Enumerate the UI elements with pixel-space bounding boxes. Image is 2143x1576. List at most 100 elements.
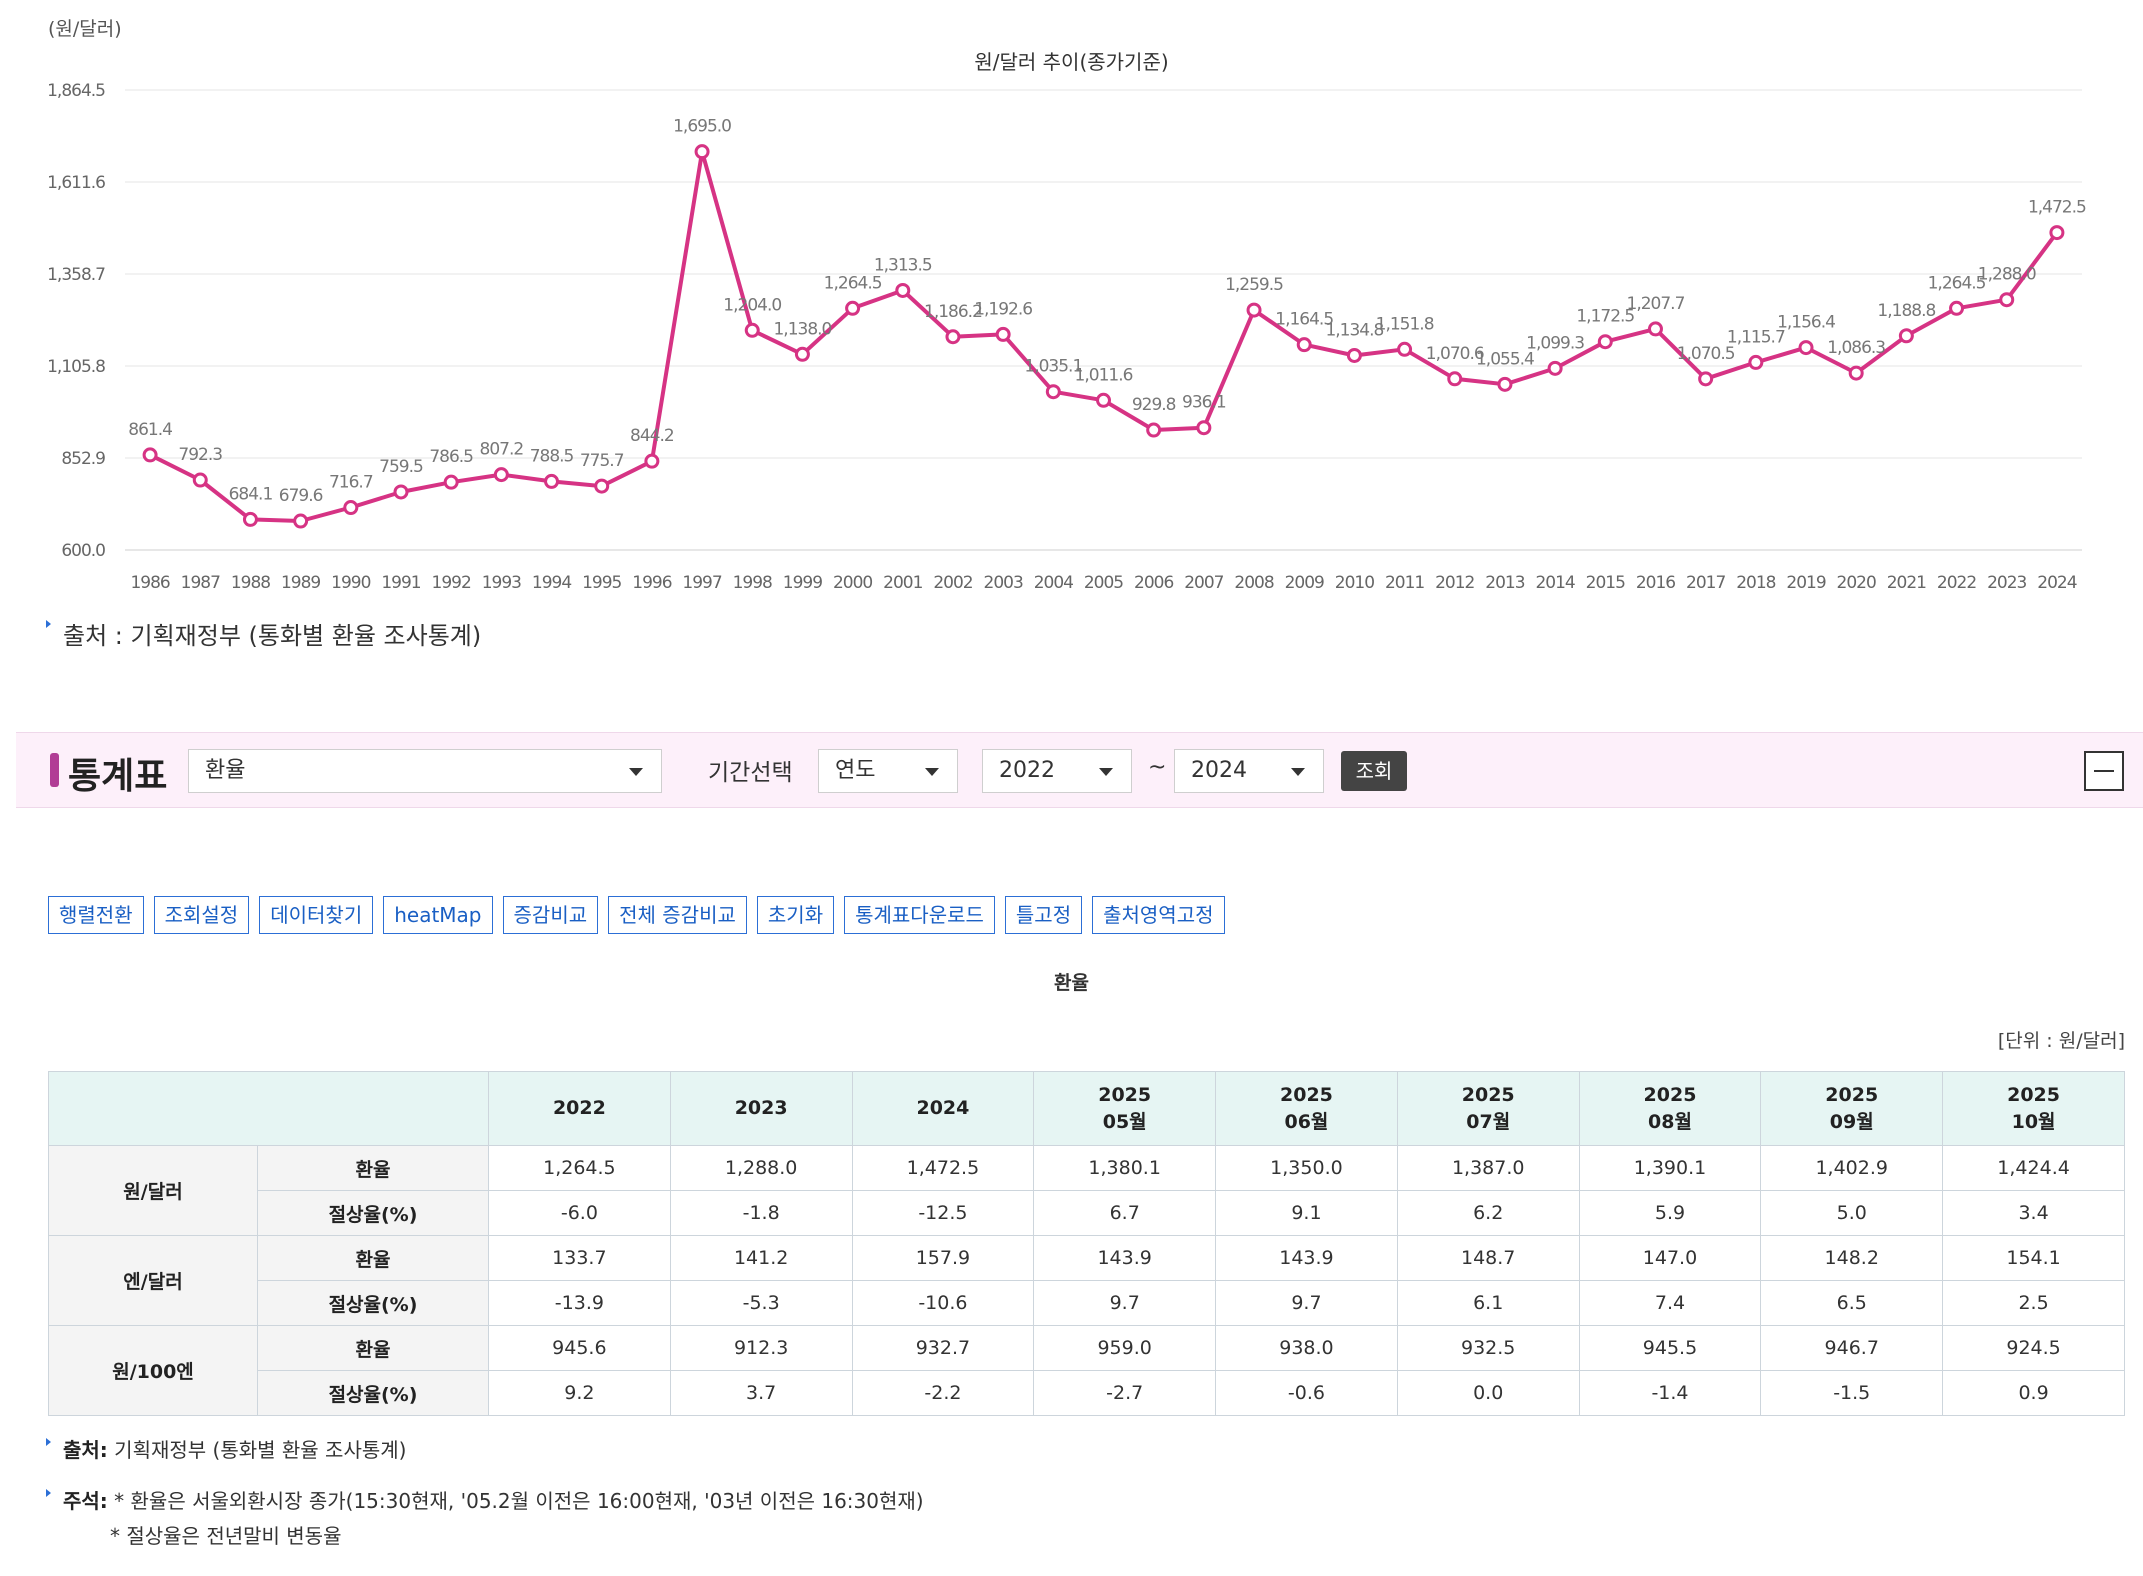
x-tick-label: 2003: [984, 573, 1023, 593]
tool-button-9[interactable]: 출처영역고정: [1092, 896, 1225, 934]
chart-source-text: 출처 : 기획재정부 (통화별 환율 조사통계): [63, 622, 482, 650]
tool-button-3[interactable]: heatMap: [383, 896, 493, 934]
data-point: [1346, 347, 1362, 363]
y-tick-label: 600.0: [61, 541, 105, 561]
chart-plot: 600.0 852.9 1,105.8 1,358.7 1,611.6 1,864.5 19…: [47, 81, 2087, 593]
x-tick-label: 1999: [783, 573, 822, 593]
table-cell: 141.2: [669, 1235, 853, 1281]
data-label: 936.1: [1182, 393, 1226, 413]
y-tick-label: 852.9: [61, 449, 105, 469]
table-cell: 154.1: [1942, 1235, 2125, 1281]
data-label: 1,164.5: [1275, 310, 1333, 330]
tool-button-7[interactable]: 통계표다운로드: [844, 896, 995, 934]
column-header: 2024: [851, 1071, 1035, 1146]
query-button[interactable]: 조회: [1341, 751, 1407, 791]
x-tick-label: 2014: [1535, 573, 1574, 593]
data-label: 792.3: [178, 445, 222, 465]
item-select[interactable]: 환율: [188, 749, 662, 793]
table-cell: 157.9: [851, 1235, 1035, 1281]
x-tick-label: 2021: [1887, 573, 1926, 593]
table-cell: 938.0: [1215, 1325, 1398, 1371]
table-cell: -5.3: [669, 1280, 853, 1326]
chart-unit-label: (원/달러): [48, 18, 122, 40]
data-point: [2049, 225, 2065, 241]
chart-source: 출처 : 기획재정부 (통화별 환율 조사통계): [46, 616, 481, 651]
table-caption: 환율: [1054, 972, 1089, 994]
table-cell: 945.6: [488, 1325, 671, 1371]
row-label: 환율: [257, 1325, 489, 1371]
tool-button-2[interactable]: 데이터찾기: [259, 896, 374, 934]
stat-table: 2022 2023 2024 2025 05월 2025 06월 2025 07월 2025 08월…: [48, 1071, 2125, 1416]
data-label: 1,134.8: [1325, 320, 1383, 340]
data-point: [544, 473, 560, 489]
row-group-label: 원/달러: [48, 1145, 258, 1236]
chart-title: 원/달러 추이(종가기준): [974, 50, 1169, 74]
data-label: 1,288.0: [1978, 265, 2036, 285]
table-cell: -13.9: [488, 1280, 671, 1326]
period-type-select[interactable]: 연도: [818, 749, 958, 793]
data-point: [644, 453, 660, 469]
x-tick-label: 1988: [231, 573, 270, 593]
x-tick-label: 2023: [1987, 573, 2026, 593]
x-tick-label: 1991: [381, 573, 420, 593]
tool-button-6[interactable]: 초기화: [756, 896, 835, 934]
row-label: 환율: [257, 1235, 489, 1281]
column-header: 2025 06월: [1215, 1071, 1398, 1146]
column-header: 2025 05월: [1033, 1071, 1217, 1146]
y-tick-label: 1,864.5: [47, 81, 105, 101]
data-label: 1,313.5: [874, 255, 932, 275]
data-label: 1,695.0: [673, 117, 731, 137]
x-tick-label: 2013: [1485, 573, 1524, 593]
table-row: 엔/달러 환율 133.7 141.2 157.9 143.9 143.9 148.7 147.…: [48, 1235, 2125, 1326]
table-cell: 932.7: [851, 1325, 1035, 1371]
tool-button-0[interactable]: 행렬전환: [48, 896, 144, 934]
tool-button-8[interactable]: 틀고정: [1004, 896, 1083, 934]
x-tick-label: 1997: [682, 573, 721, 593]
data-point: [1898, 328, 1914, 344]
x-tick-label: 2008: [1234, 573, 1273, 593]
table-row: 절상율(%) 9.2 3.7 -2.2 -2.7 -0.6 0.0 -1.4 -1.5 0.9: [49, 1370, 2125, 1416]
x-tick-label: 2006: [1134, 573, 1173, 593]
table-cell: -1.8: [669, 1190, 853, 1236]
table-body: 원/달러 환율 1,264.5 1,288.0 1,472.5 1,380.1 1,350.…: [48, 1145, 2125, 1416]
period-from-select[interactable]: 2022: [982, 749, 1132, 793]
data-point: [794, 346, 810, 362]
data-label: 1,472.5: [2028, 198, 2086, 218]
tool-button-4[interactable]: 증감비교: [502, 896, 599, 934]
table-cell: 2.5: [1942, 1280, 2125, 1326]
row-group-label: 엔/달러: [48, 1235, 258, 1326]
x-tick-label: 2009: [1285, 573, 1324, 593]
data-label: 929.8: [1132, 395, 1176, 415]
table-cell: 9.7: [1033, 1280, 1217, 1326]
y-tick-label: 1,358.7: [47, 265, 105, 285]
column-header: 2025 08월: [1578, 1071, 1762, 1146]
table-cell: 5.9: [1578, 1190, 1762, 1236]
data-label: 1,172.5: [1576, 307, 1634, 327]
data-point: [1045, 384, 1061, 400]
tool-button-1[interactable]: 조회설정: [153, 896, 250, 934]
column-header-year: 2022: [552, 1097, 606, 1119]
data-point: [1447, 371, 1463, 387]
x-tick-label: 2012: [1435, 573, 1474, 593]
table-cell: -6.0: [488, 1190, 671, 1236]
table-cell: 9.1: [1215, 1190, 1398, 1236]
period-to-select[interactable]: 2024: [1174, 749, 1324, 793]
x-tick-label: 1986: [130, 573, 169, 593]
collapse-button[interactable]: [2084, 751, 2124, 791]
x-tick-label: 2004: [1034, 573, 1073, 593]
table-cell: 0.0: [1396, 1370, 1580, 1416]
column-header-year: 2025: [1825, 1083, 1879, 1106]
tool-button-row: 행렬전환 조회설정 데이터찾기 heatMap 증감비교 전체 증감비교 초기화 통계표다운로…: [48, 896, 1225, 936]
column-header: 2025 07월: [1396, 1071, 1580, 1146]
x-tick-label: 2020: [1837, 573, 1876, 593]
footer-source-text: 기획재정부 (통화별 환율 조사통계): [107, 1438, 407, 1462]
table-cell: -10.6: [851, 1280, 1035, 1326]
data-point: [1748, 354, 1764, 370]
tool-button-5[interactable]: 전체 증감비교: [608, 896, 747, 934]
column-header-year: 2025: [1461, 1083, 1515, 1106]
table-row: 원/100엔 환율 945.6 912.3 932.7 959.0 938.0 932.5 94…: [48, 1325, 2125, 1416]
data-label: 1,186.2: [924, 302, 982, 322]
data-point: [1196, 420, 1212, 436]
data-point: [1949, 300, 1965, 316]
table-cell: 1,288.0: [669, 1145, 853, 1191]
